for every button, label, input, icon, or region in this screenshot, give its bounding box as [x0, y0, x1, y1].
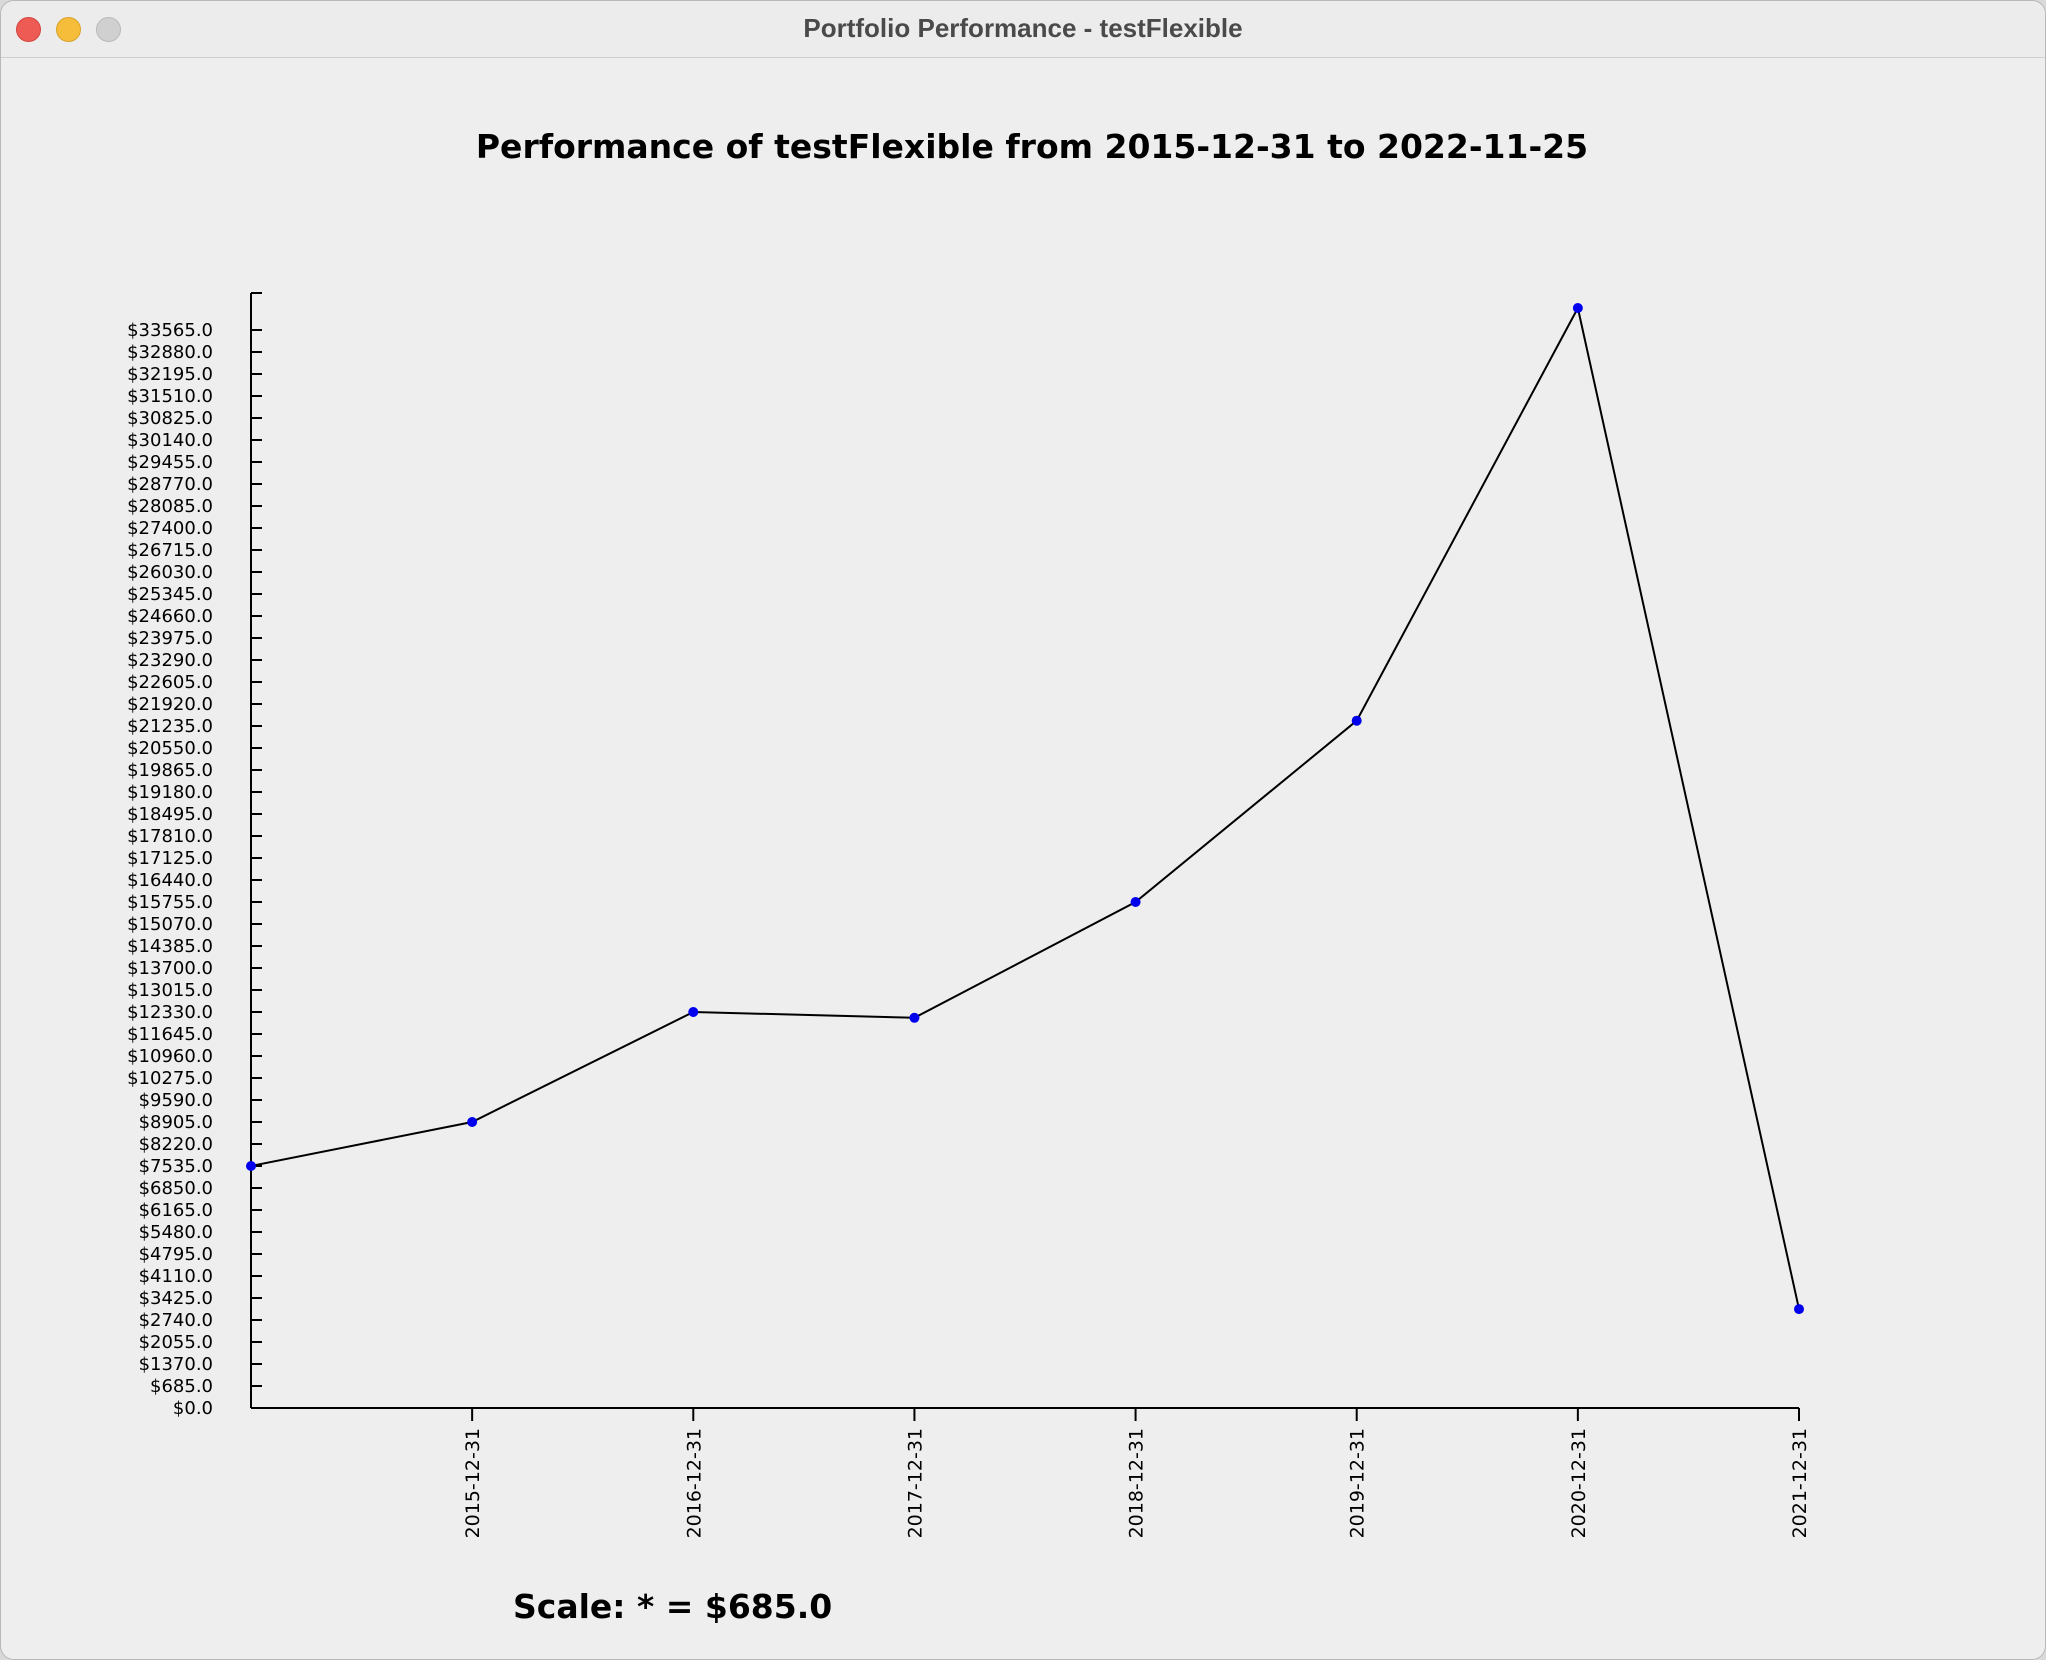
- minimize-window-button[interactable]: [56, 17, 81, 42]
- y-tick-label: $19180.0: [127, 782, 213, 803]
- y-tick-label: $29455.0: [127, 452, 213, 473]
- data-point: [467, 1117, 478, 1127]
- y-tick-label: $1370.0: [139, 1354, 213, 1375]
- y-tick-label: $16440.0: [127, 870, 213, 891]
- window-title: Portfolio Performance - testFlexible: [803, 13, 1243, 43]
- y-tick-label: $6850.0: [139, 1178, 213, 1199]
- y-tick-label: $26715.0: [127, 540, 213, 561]
- data-point: [1130, 897, 1141, 907]
- y-tick-label: $24660.0: [127, 606, 213, 627]
- close-window-button[interactable]: [16, 17, 41, 42]
- y-tick-label: $0.0: [173, 1398, 213, 1419]
- x-tick-label: 2018-12-31: [1126, 1428, 1148, 1538]
- y-tick-label: $15755.0: [127, 892, 213, 913]
- y-tick-label: $28085.0: [127, 496, 213, 517]
- y-tick-label: $27400.0: [127, 518, 213, 539]
- y-tick-label: $20550.0: [127, 738, 213, 759]
- x-axis: 2015-12-31 2016-12-31 2017-12-31 2018-12-31…: [251, 1407, 1811, 1538]
- data-point: [1351, 715, 1362, 726]
- y-tick-label: $4795.0: [139, 1244, 213, 1265]
- series-line-path: [250, 305, 1800, 1310]
- series-line: [246, 303, 1804, 1315]
- x-tick-label: 2016-12-31: [683, 1428, 705, 1538]
- y-tick-label: $13015.0: [127, 980, 213, 1001]
- y-tick-label: $7535.0: [139, 1156, 213, 1177]
- data-point: [909, 1012, 920, 1023]
- y-tick-label: $12330.0: [127, 1002, 213, 1023]
- y-tick-label: $5480.0: [139, 1222, 213, 1243]
- data-point: [688, 1007, 699, 1017]
- x-tick-label: 2020-12-31: [1568, 1428, 1590, 1538]
- y-tick-label: $11645.0: [127, 1024, 213, 1045]
- data-point: [1572, 303, 1583, 313]
- y-tick-label: $19865.0: [127, 760, 213, 781]
- y-tick-label: $10960.0: [127, 1046, 213, 1067]
- y-tick-label: $8220.0: [139, 1134, 213, 1155]
- y-tick-label: $21920.0: [127, 694, 213, 715]
- y-tick-label: $14385.0: [127, 936, 213, 957]
- title-bar: Portfolio Performance - testFlexible: [1, 1, 2045, 58]
- y-tick-label: $31510.0: [127, 386, 213, 407]
- y-tick-label: $17125.0: [127, 848, 213, 869]
- y-tick-label: $3425.0: [139, 1288, 213, 1309]
- y-tick-label: $33565.0: [127, 320, 213, 341]
- y-tick-label: $22605.0: [127, 672, 213, 693]
- y-tick-label: $15070.0: [127, 914, 213, 935]
- x-tick-label: 2021-12-31: [1789, 1428, 1811, 1538]
- y-tick-label: $26030.0: [127, 562, 213, 583]
- performance-chart: Performance of testFlexible from 2015-12…: [127, 127, 1811, 1626]
- x-tick-label: 2015-12-31: [462, 1428, 484, 1538]
- chart-area: Performance of testFlexible from 2015-12…: [1, 58, 2045, 1659]
- y-tick-label: $32880.0: [127, 342, 213, 363]
- y-tick-label: $30825.0: [127, 408, 213, 429]
- y-tick-label: $8905.0: [139, 1112, 213, 1133]
- data-point: [246, 1161, 256, 1171]
- y-tick-label: $2740.0: [139, 1310, 213, 1331]
- y-tick-label: $2055.0: [139, 1332, 213, 1353]
- y-tick-label: $32195.0: [127, 364, 213, 385]
- y-tick-label: $23290.0: [127, 650, 213, 671]
- y-tick-label: $30140.0: [127, 430, 213, 451]
- y-tick-label: $13700.0: [127, 958, 213, 979]
- y-tick-label: $25345.0: [127, 584, 213, 605]
- y-tick-label: $685.0: [150, 1376, 213, 1397]
- y-tick-label: $9590.0: [139, 1090, 213, 1111]
- x-tick-label: 2017-12-31: [904, 1428, 926, 1538]
- maximize-window-button[interactable]: [96, 17, 121, 42]
- scale-label: Scale: * = $685.0: [513, 1587, 832, 1626]
- y-tick-label: $6165.0: [139, 1200, 213, 1221]
- y-axis: $0.0$685.0$1370.0$2055.0$2740.0$3425.0$4…: [127, 292, 262, 1419]
- data-point: [1794, 1304, 1804, 1315]
- y-tick-label: $4110.0: [139, 1266, 213, 1287]
- y-tick-label: $28770.0: [127, 474, 213, 495]
- chart-title: Performance of testFlexible from 2015-12…: [476, 127, 1588, 166]
- y-tick-label: $18495.0: [127, 804, 213, 825]
- y-tick-label: $21235.0: [127, 716, 213, 737]
- y-tick-label: $23975.0: [127, 628, 213, 649]
- y-tick-label: $10275.0: [127, 1068, 213, 1089]
- x-tick-label: 2019-12-31: [1347, 1428, 1369, 1538]
- y-tick-label: $17810.0: [127, 826, 213, 847]
